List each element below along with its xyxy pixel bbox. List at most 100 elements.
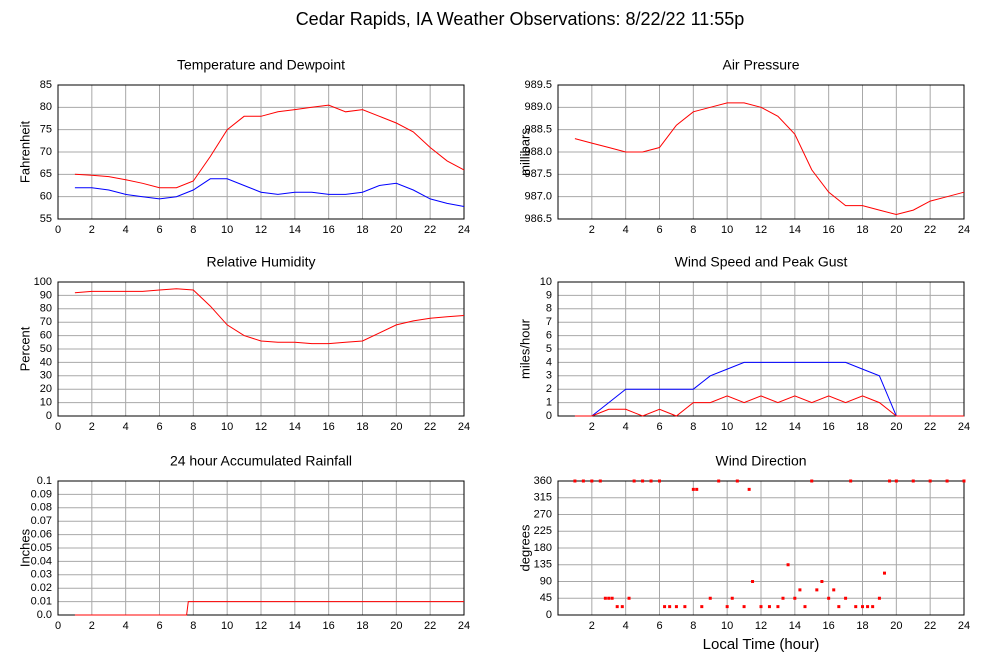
y-axis-label: Percent [17,326,32,371]
x-tick-label: 12 [255,224,267,236]
x-tick-label: 6 [656,224,662,236]
y-axis-label: degrees [517,524,532,571]
plot-frame [57,281,465,417]
x-tick-label: 16 [823,421,835,433]
point [581,479,585,483]
x-tick-label: 24 [958,224,970,236]
series-line [574,102,965,216]
y-tick-label: 10 [40,397,52,409]
y-tick-label: 0.0 [37,609,52,621]
x-tick-label: 22 [424,224,436,236]
x-tick-label: 2 [589,224,595,236]
point [882,571,886,575]
y-axis-label: Fahrenheit [17,121,32,184]
x-tick-label: 22 [424,620,436,632]
point [668,605,672,609]
x-tick-label: 2 [89,224,95,236]
x-tick-label: 24 [458,224,470,236]
x-tick-label: 14 [789,620,801,632]
x-tick-label: 20 [390,620,402,632]
point [747,487,751,491]
y-tick-label: 0 [546,609,552,621]
y-tick-label: 987.5 [524,168,552,180]
x-tick-label: 10 [721,224,733,236]
y-axis-label: Inches [17,528,32,567]
y-tick-label: 1 [546,397,552,409]
point [700,605,704,609]
point [742,605,746,609]
plot-frame [557,480,965,616]
y-tick-label: 70 [40,146,52,158]
y-tick-label: 0.08 [31,502,52,514]
x-tick-label: 22 [424,421,436,433]
y-tick-label: 986.5 [524,213,552,225]
point [866,605,870,609]
series-line [74,178,465,207]
y-tick-label: 55 [40,213,52,225]
chart-title: Air Pressure [722,57,799,73]
x-tick-label: 22 [924,224,936,236]
y-tick-label: 30 [40,370,52,382]
x-tick-label: 12 [255,421,267,433]
point [776,605,780,609]
x-tick-label: 20 [890,421,902,433]
x-tick-label: 16 [823,620,835,632]
point [674,605,678,609]
y-tick-label: 270 [534,508,552,520]
point [810,479,814,483]
point [798,588,802,592]
y-tick-label: 988.5 [524,124,552,136]
y-tick-label: 180 [534,542,552,554]
y-tick-label: 0.07 [31,515,52,527]
y-axis-label: miles/hour [517,318,532,379]
x-tick-label: 22 [924,620,936,632]
y-tick-label: 10 [540,276,552,288]
y-tick-label: 45 [540,592,552,604]
x-tick-label: 16 [323,224,335,236]
y-tick-label: 988.0 [524,146,552,158]
x-tick-label: 0 [55,224,61,236]
x-tick-label: 2 [589,620,595,632]
y-tick-label: 70 [40,316,52,328]
x-tick-label: 10 [721,620,733,632]
y-tick-label: 85 [40,79,52,91]
x-tick-label: 14 [289,421,301,433]
point [781,596,785,600]
x-tick-label: 4 [123,224,129,236]
y-tick-label: 6 [546,330,552,342]
x-tick-label: 6 [156,421,162,433]
y-tick-label: 0.05 [31,542,52,554]
x-tick-label: 14 [289,224,301,236]
y-tick-label: 100 [34,276,52,288]
point [751,580,755,583]
series-line [74,288,465,345]
point [911,479,915,483]
point [598,479,602,483]
y-tick-label: 0.01 [31,596,52,608]
point [871,605,875,609]
y-tick-label: 0 [46,410,52,422]
y-tick-label: 5 [546,343,552,355]
x-tick-label: 22 [924,421,936,433]
x-tick-label: 10 [221,224,233,236]
x-tick-label: 20 [890,620,902,632]
x-tick-label: 10 [221,620,233,632]
point [793,596,797,600]
y-tick-label: 0 [546,410,552,422]
point [786,563,790,567]
x-tick-label: 8 [690,224,696,236]
x-tick-label: 2 [89,421,95,433]
point [803,605,807,609]
point [615,605,619,609]
y-tick-label: 60 [40,191,52,203]
x-tick-label: 24 [458,620,470,632]
x-tick-label: 24 [958,620,970,632]
x-tick-label: 18 [856,421,868,433]
y-tick-label: 0.03 [31,569,52,581]
x-tick-label: 4 [123,620,129,632]
x-tick-label: 6 [156,620,162,632]
x-tick-label: 24 [458,421,470,433]
point [607,596,611,600]
y-tick-label: 3 [546,370,552,382]
